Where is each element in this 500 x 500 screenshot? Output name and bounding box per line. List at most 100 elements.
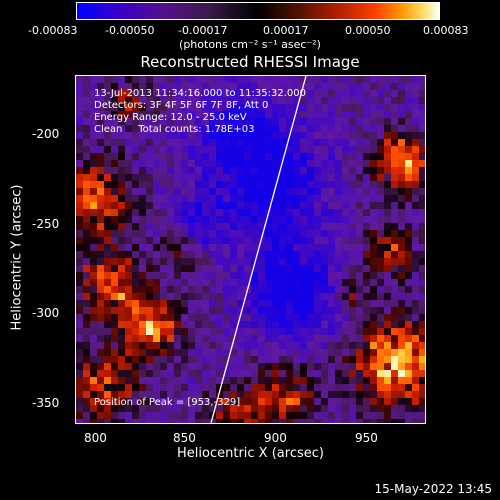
x-axis-label: Heliocentric X (arcsec) bbox=[177, 446, 324, 461]
heatmap-cell bbox=[111, 230, 119, 238]
heatmap-cell bbox=[356, 83, 364, 91]
heatmap-cell bbox=[160, 223, 168, 231]
heatmap-cell bbox=[153, 272, 161, 280]
heatmap-cell bbox=[216, 90, 224, 98]
heatmap-cell bbox=[272, 265, 280, 273]
heatmap-cell bbox=[90, 216, 98, 224]
heatmap-cell bbox=[419, 342, 425, 350]
heatmap-cell bbox=[76, 174, 84, 182]
y-tick-label: -200 bbox=[32, 127, 60, 141]
heatmap-cell bbox=[314, 125, 322, 133]
heatmap-cell bbox=[83, 363, 91, 371]
heatmap-cell bbox=[160, 188, 168, 196]
heatmap-cell bbox=[146, 125, 154, 133]
heatmap-cell bbox=[209, 160, 217, 168]
heatmap-cell bbox=[118, 363, 126, 371]
heatmap-cell bbox=[244, 174, 252, 182]
heatmap-cell bbox=[111, 111, 119, 119]
heatmap-cell bbox=[132, 167, 140, 175]
heatmap-cell bbox=[160, 342, 168, 350]
heatmap-cell bbox=[244, 181, 252, 189]
heatmap-cell bbox=[384, 230, 392, 238]
heatmap-cell bbox=[174, 279, 182, 287]
heatmap-cell bbox=[251, 335, 259, 343]
heatmap-cell bbox=[356, 258, 364, 266]
heatmap-cell bbox=[111, 286, 119, 294]
heatmap-cell bbox=[202, 272, 210, 280]
heatmap-cell bbox=[97, 153, 105, 161]
heatmap-cell bbox=[195, 195, 203, 203]
heatmap-cell bbox=[377, 111, 385, 119]
heatmap-cell bbox=[419, 174, 425, 182]
heatmap-cell bbox=[104, 419, 112, 423]
heatmap-cell bbox=[293, 265, 301, 273]
heatmap-cell bbox=[279, 118, 287, 126]
heatmap-cell bbox=[349, 104, 357, 112]
heatmap-cell bbox=[321, 104, 329, 112]
heatmap-cell bbox=[363, 279, 371, 287]
heatmap-cell bbox=[328, 223, 336, 231]
heatmap-cell bbox=[188, 237, 196, 245]
heatmap-cell bbox=[146, 370, 154, 378]
heatmap-cell bbox=[244, 391, 252, 399]
colorbar-tick-label: -0.00083 bbox=[28, 24, 78, 37]
heatmap-cell bbox=[272, 412, 280, 420]
heatmap-cell bbox=[153, 97, 161, 105]
heatmap-cell bbox=[167, 293, 175, 301]
heatmap-cell bbox=[272, 167, 280, 175]
heatmap-cell bbox=[370, 125, 378, 133]
heatmap-cell bbox=[83, 132, 91, 140]
heatmap-cell bbox=[412, 279, 420, 287]
heatmap-cell bbox=[307, 167, 315, 175]
heatmap-cell bbox=[188, 223, 196, 231]
heatmap-cell bbox=[209, 307, 217, 315]
heatmap-cell bbox=[174, 370, 182, 378]
heatmap-cell bbox=[111, 258, 119, 266]
heatmap-cell bbox=[223, 244, 231, 252]
heatmap-cell bbox=[328, 202, 336, 210]
heatmap-cell bbox=[153, 258, 161, 266]
heatmap-cell bbox=[286, 195, 294, 203]
heatmap-cell bbox=[244, 230, 252, 238]
heatmap-cell bbox=[90, 370, 98, 378]
heatmap-cell bbox=[146, 258, 154, 266]
heatmap-cell bbox=[272, 286, 280, 294]
heatmap-cell bbox=[223, 118, 231, 126]
heatmap-cell bbox=[391, 391, 399, 399]
heatmap-cell bbox=[104, 384, 112, 392]
heatmap-cell bbox=[307, 307, 315, 315]
heatmap-cell bbox=[188, 405, 196, 413]
heatmap-cell bbox=[419, 258, 425, 266]
heatmap-cell bbox=[314, 370, 322, 378]
heatmap-cell bbox=[118, 384, 126, 392]
heatmap-cell bbox=[160, 272, 168, 280]
heatmap-cell bbox=[265, 356, 273, 364]
heatmap-cell bbox=[181, 153, 189, 161]
heatmap-cell bbox=[153, 265, 161, 273]
heatmap-cell bbox=[223, 237, 231, 245]
heatmap-cell bbox=[279, 244, 287, 252]
heatmap-cell bbox=[377, 188, 385, 196]
heatmap-cell bbox=[398, 328, 406, 336]
heatmap-cell bbox=[132, 321, 140, 329]
heatmap-cell bbox=[132, 223, 140, 231]
heatmap-cell bbox=[132, 349, 140, 357]
heatmap-cell bbox=[300, 118, 308, 126]
heatmap-cell bbox=[139, 174, 147, 182]
heatmap-cell bbox=[181, 412, 189, 420]
heatmap-cell bbox=[356, 118, 364, 126]
heatmap-cell bbox=[328, 377, 336, 385]
heatmap-cell bbox=[118, 167, 126, 175]
heatmap-cell bbox=[76, 405, 84, 413]
heatmap-cell bbox=[181, 321, 189, 329]
heatmap-cell bbox=[223, 370, 231, 378]
heatmap-cell bbox=[286, 139, 294, 147]
heatmap-cell bbox=[111, 412, 119, 420]
heatmap-cell bbox=[349, 146, 357, 154]
heatmap-cell bbox=[139, 209, 147, 217]
heatmap-cell bbox=[118, 258, 126, 266]
heatmap-cell bbox=[230, 230, 238, 238]
heatmap-cell bbox=[307, 272, 315, 280]
heatmap-cell bbox=[419, 293, 425, 301]
heatmap-cell bbox=[293, 335, 301, 343]
